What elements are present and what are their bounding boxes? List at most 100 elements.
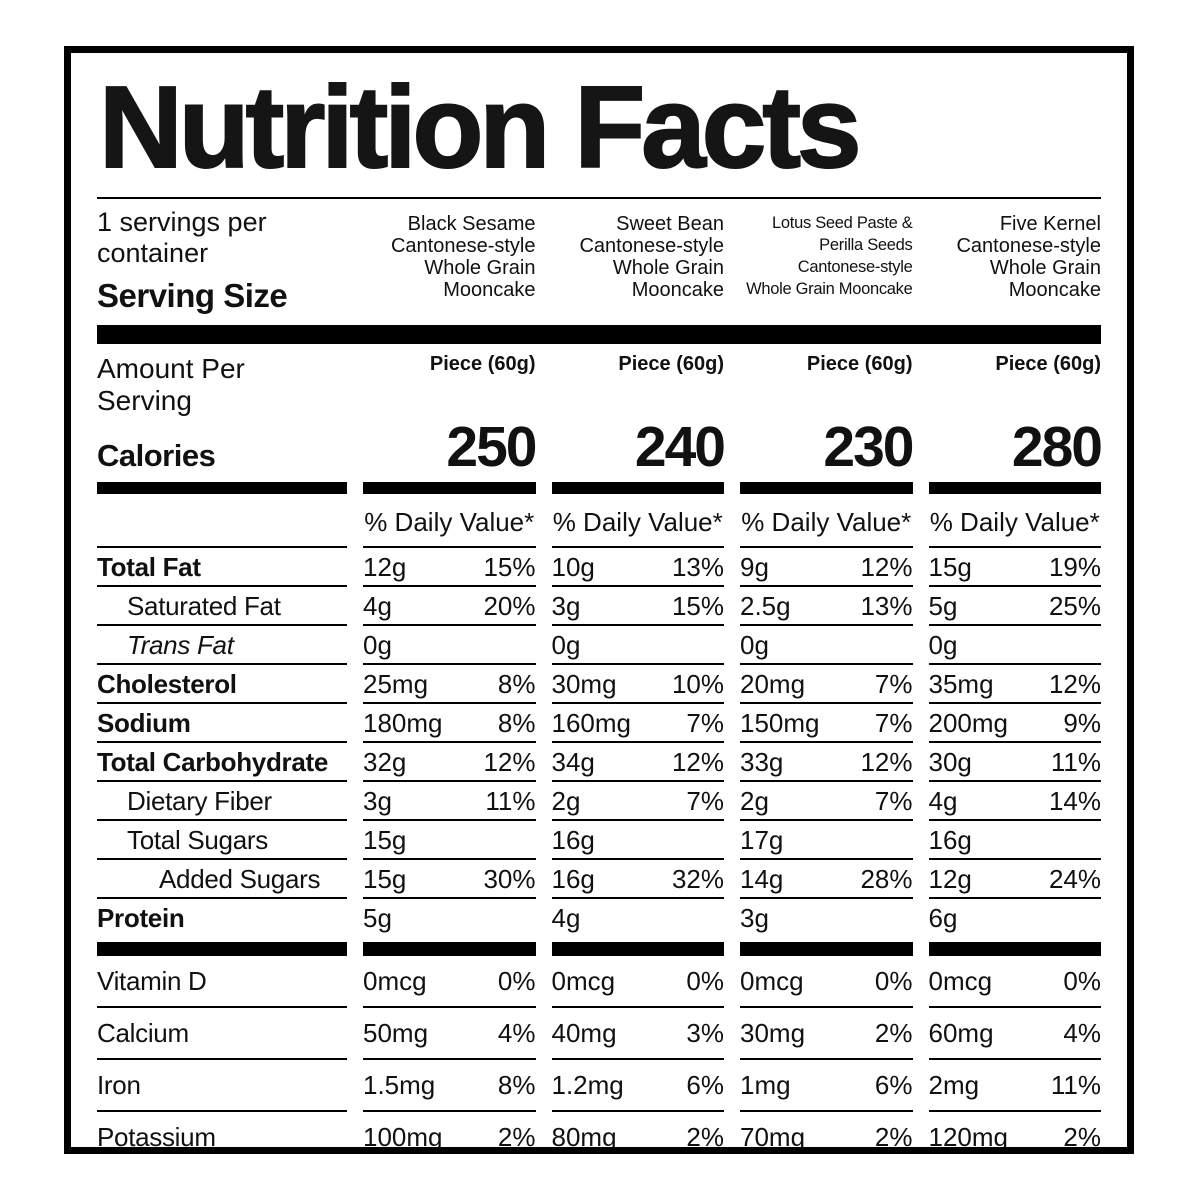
nutrient-label: Dietary Fiber [97,782,347,821]
value-cell-col-2: 4g [552,899,725,936]
daily-value-percent: 15% [483,551,536,582]
amount-value: 0mcg [928,965,993,996]
amount-value: 12g [928,863,972,894]
nutrient-label: Total Fat [97,548,347,587]
nutrient-row: Sodium 180mg 8% 160mg 7% 150mg 7% 200mg 9% [97,704,1101,743]
amount-value: 0g [551,629,581,660]
daily-value-percent: 13% [671,551,724,582]
value-cell-col-1: 3g 11% [363,782,536,821]
daily-value-percent: 28% [860,863,913,894]
calories-label: Calories [97,437,216,473]
amount-value: 60mg [928,1017,994,1048]
serving-header-label-cell: 1 servings per container Serving Size [97,207,347,315]
amount-value: 14g [740,863,784,894]
value-cell-col-4: 30g 11% [928,743,1101,782]
value-cell-col-3: 0mcg 0% [740,956,913,1008]
amount-per-serving-label: Amount Per Serving [97,352,245,416]
nutrient-row: Total Sugars 15g 16g 17g 16g [97,821,1101,860]
divider-bar-segment [740,481,913,494]
daily-value-percent: 14% [1048,785,1101,816]
serving-amount-col-4: Piece (60g) [995,352,1101,375]
daily-value-percent: 12% [483,746,536,777]
amount-value: 150mg [740,707,820,738]
divider-bar-segment [551,941,724,956]
amount-value: 160mg [551,707,632,738]
product-name-line: Sweet Bean [616,212,724,235]
product-name-line: Five Kernel [999,212,1101,235]
amount-value: 4g [928,785,958,816]
nutrient-label: Trans Fat [97,626,347,665]
amount-value: 200mg [928,707,1009,738]
value-cell-col-2: 40mg 3% [551,1008,724,1060]
serving-header-row: 1 servings per container Serving Size Bl… [97,199,1101,325]
amount-value: 70mg [740,1121,806,1152]
amount-value: 16g [551,863,595,894]
amount-value: 17g [740,824,784,855]
value-cell-col-3: 2g 7% [740,782,913,821]
amount-value: 0g [928,629,958,660]
divider-after-calories [97,481,1101,494]
daily-value-percent: 30% [483,863,536,894]
value-cell-col-2: 0g [551,626,724,665]
divider-bar-segment [97,481,347,494]
nutrient-row: Total Carbohydrate 32g 12% 34g 12% 33g 12% 30g 1… [97,743,1101,782]
value-cell-col-2: 30mg 10% [551,665,724,704]
value-cell-col-1: 15g [363,821,536,860]
daily-value-percent: 7% [686,707,724,738]
daily-value-percent: 8% [497,668,536,699]
value-cell-col-4: 4g 14% [928,782,1101,821]
value-cell-col-2: 2g 7% [551,782,724,821]
amount-value: 120mg [928,1121,1009,1152]
amount-value: 5g [363,902,392,933]
nutrient-label: Added Sugars [97,860,347,899]
thick-divider-top [97,324,1101,344]
value-cell-col-3: 0g [740,626,913,665]
value-cell-col-1: 15g 30% [363,860,536,899]
daily-value-header-row: % Daily Value* % Daily Value* % Daily Valu… [97,494,1101,548]
vitamin-label: Vitamin D [97,956,347,1008]
value-cell-col-3: 20mg 7% [740,665,913,704]
amount-value: 35mg [928,668,994,699]
amount-value: 40mg [551,1017,617,1048]
amount-value: 100mg [363,1121,443,1152]
daily-value-percent: 2% [1063,1121,1101,1152]
nutrition-facts-panel: Nutrition Facts 1 servings per container… [64,46,1134,1154]
title-divider [97,196,1101,199]
divider-bar-segment [551,481,724,494]
amount-value: 32g [363,746,407,777]
value-cell-col-2: 16g 32% [551,860,724,899]
amount-value: 15g [363,824,407,855]
vitamin-label: Iron [97,1060,347,1112]
daily-value-percent: 11% [485,785,536,816]
value-cell-col-4: 60mg 4% [928,1008,1101,1060]
product-name-line: Whole Grain Mooncake [746,279,913,298]
divider-bar-segment [97,941,347,956]
divider-bar-segment [928,941,1101,956]
daily-value-header-col-4: % Daily Value* [928,494,1101,548]
nutrient-row: Dietary Fiber 3g 11% 2g 7% 2g 7% 4g 14% [97,782,1101,821]
amount-value: 1.5mg [363,1069,436,1100]
product-name-line: Whole Grain Mooncake [424,256,536,301]
nutrient-row: Added Sugars 15g 30% 16g 32% 14g 28% 12g 24% [97,860,1101,899]
amount-value: 12g [363,551,407,582]
value-cell-col-1: 5g [363,899,536,936]
value-cell-col-1: 50mg 4% [363,1008,536,1060]
amount-value: 4g [551,902,581,933]
value-cell-col-3: 150mg 7% [740,704,913,743]
value-cell-col-4: 12g 24% [928,860,1101,899]
serving-amount-col-2: Piece (60g) [618,352,724,375]
amount-value: 2g [740,785,769,816]
value-cell-col-1: 0g [363,626,536,665]
daily-value-percent: 13% [860,590,913,621]
value-cell-col-2: 160mg 7% [551,704,724,743]
daily-value-percent: 2% [874,1017,913,1048]
value-cell-col-3: 14g 28% [740,860,913,899]
amount-value: 2mg [928,1069,980,1100]
nutrient-label: Total Carbohydrate [97,743,347,782]
amount-value: 4g [363,590,392,621]
daily-value-percent: 3% [686,1017,724,1048]
amount-value: 15g [928,551,972,582]
value-cell-col-2: 0mcg 0% [551,956,724,1008]
value-cell-col-3: 33g 12% [740,743,913,782]
